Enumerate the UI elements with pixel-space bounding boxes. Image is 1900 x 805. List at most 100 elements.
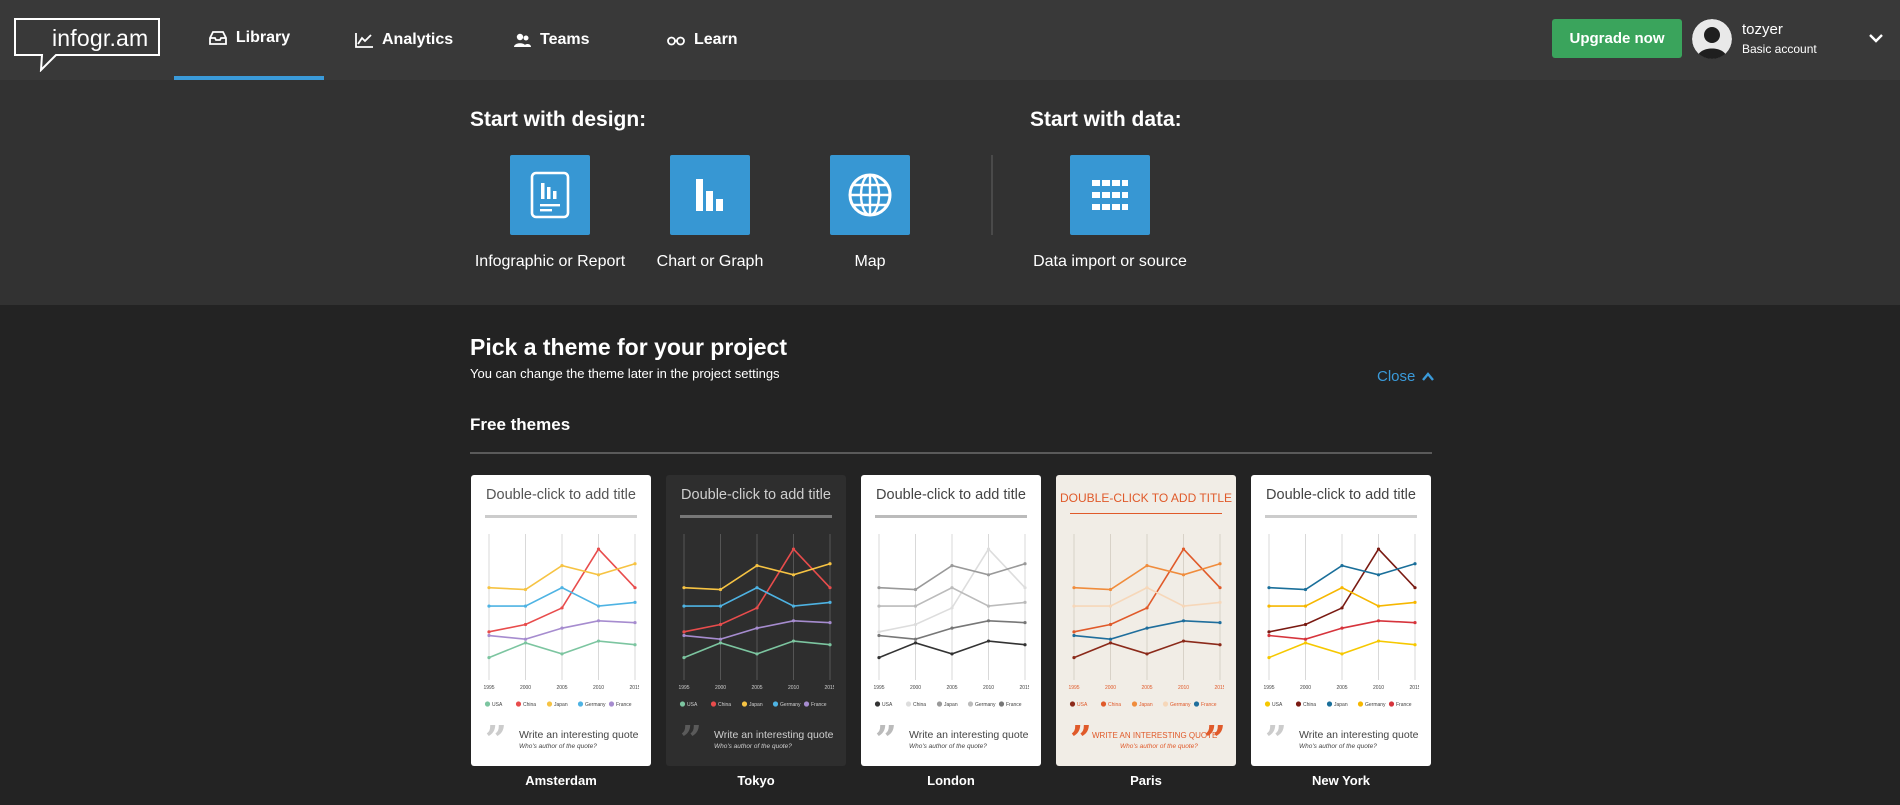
legend-label: Germany <box>1365 702 1386 708</box>
free-themes-heading: Free themes <box>470 415 571 434</box>
x-tick-label: 2010 <box>983 685 994 691</box>
learn-glasses-icon <box>667 36 685 46</box>
close-themes-link[interactable]: Close <box>1377 368 1435 385</box>
legend-swatch <box>1295 701 1302 707</box>
data-point <box>523 604 528 608</box>
data-point <box>1108 622 1113 627</box>
legend-swatch <box>1162 701 1169 707</box>
data-point <box>633 621 637 625</box>
data-point <box>718 622 723 627</box>
map-tile[interactable] <box>830 155 910 235</box>
data-point <box>1267 630 1271 634</box>
data-point <box>487 633 491 638</box>
x-tick-label: 2000 <box>910 685 921 691</box>
data-point <box>487 586 491 590</box>
data-point <box>828 643 832 647</box>
theme-card-paris[interactable]: DOUBLE-CLICK TO ADD TITLE 1995 2000 2005 201… <box>1056 475 1236 766</box>
data-point <box>487 604 491 608</box>
infogram-logo[interactable]: infogr.am <box>14 18 160 73</box>
data-point <box>1376 547 1381 551</box>
quote-mark-icon: ” <box>1070 717 1092 762</box>
legend-label: USA <box>1077 702 1088 708</box>
data-point <box>596 573 601 577</box>
quote-mark-icon: ” <box>1265 717 1287 762</box>
legend-label: China <box>718 702 731 708</box>
data-point <box>718 604 723 608</box>
data-point <box>523 641 528 645</box>
analytics-icon <box>355 33 373 48</box>
quote-mark-icon: ” <box>1204 717 1226 762</box>
legend-label: USA <box>1272 702 1283 708</box>
data-point <box>1267 656 1271 660</box>
card-line-chart: 1995 2000 2005 2010 2015 USA China Japan Germany… <box>1068 534 1224 708</box>
data-point <box>1218 600 1222 604</box>
infographic-report-tile[interactable] <box>510 155 590 235</box>
data-point <box>1376 604 1381 608</box>
legend-swatch <box>1100 701 1107 707</box>
data-point <box>1023 621 1027 625</box>
legend-swatch <box>484 701 491 707</box>
x-tick-label: 2015 <box>1214 685 1224 691</box>
data-point <box>1072 630 1076 634</box>
x-tick-label: 2015 <box>824 685 834 691</box>
nav-analytics[interactable]: Analytics <box>354 0 453 80</box>
data-point <box>682 586 686 590</box>
theme-card-london[interactable]: Double-click to add title 1995 2000 2005 201… <box>861 475 1041 766</box>
data-point <box>682 656 686 660</box>
pick-theme-subheading: You can change the theme later in the pr… <box>470 366 780 381</box>
data-point <box>950 586 954 590</box>
data-point <box>1218 621 1222 625</box>
logo-speech-bubble-icon <box>14 18 160 73</box>
legend-swatch <box>1193 701 1200 707</box>
nav-learn[interactable]: Learn <box>666 0 738 80</box>
data-point <box>1145 586 1149 590</box>
data-point <box>560 626 564 630</box>
data-point <box>1145 626 1149 630</box>
legend-label: China <box>913 702 926 708</box>
infographic-report-label: Infographic or Report <box>474 253 626 270</box>
data-point <box>1303 587 1308 592</box>
bar-chart-icon <box>696 179 723 211</box>
legend-swatch <box>577 701 584 707</box>
top-navigation-bar: infogr.am Library Analytics Teams Learn … <box>0 0 1900 80</box>
start-divider <box>991 155 993 235</box>
grid-icon <box>1092 180 1128 210</box>
card-quote-block: ” Write an interesting quote Who's author … <box>680 721 840 759</box>
chart-graph-tile[interactable] <box>670 155 750 235</box>
legend-label: USA <box>882 702 893 708</box>
close-label: Close <box>1377 368 1416 385</box>
quote-author: Who's author of the quote? <box>1120 743 1198 750</box>
data-point <box>1376 639 1381 643</box>
avatar-silhouette-icon <box>1692 19 1732 59</box>
legend-swatch <box>515 701 522 707</box>
data-point <box>1023 600 1027 604</box>
data-point <box>755 564 759 568</box>
theme-name-label: New York <box>1311 773 1371 788</box>
data-point <box>791 573 796 577</box>
data-point <box>1267 586 1271 590</box>
user-avatar[interactable] <box>1692 19 1732 59</box>
nav-learn-label: Learn <box>694 31 738 48</box>
x-tick-label: 2010 <box>1373 685 1384 691</box>
start-with-data-heading: Start with data: <box>1030 108 1182 131</box>
card-quote-block: ” Write an interesting quote Who's author … <box>1265 721 1425 759</box>
data-import-tile[interactable] <box>1070 155 1150 235</box>
theme-card-new-york[interactable]: Double-click to add title 1995 2000 2005 201… <box>1251 475 1431 766</box>
x-tick-label: 2015 <box>1019 685 1029 691</box>
nav-teams[interactable]: Teams <box>512 0 590 80</box>
chevron-down-icon[interactable] <box>1868 30 1884 46</box>
theme-card-tokyo[interactable]: Double-click to add title 1995 2000 2005 201… <box>666 475 846 766</box>
legend-label: France <box>616 702 632 708</box>
data-point <box>633 562 637 566</box>
legend-label: Germany <box>1170 702 1191 708</box>
upgrade-now-button[interactable]: Upgrade now <box>1552 19 1682 58</box>
account-plan: Basic account <box>1742 42 1817 56</box>
x-tick-label: 1995 <box>873 685 884 691</box>
data-point <box>913 637 918 641</box>
theme-card-amsterdam[interactable]: Double-click to add title 1995 2000 2005 201… <box>471 475 651 766</box>
nav-library[interactable]: Library <box>174 0 324 80</box>
data-point <box>755 626 759 630</box>
card-title: Double-click to add title <box>876 487 1026 503</box>
x-tick-label: 2005 <box>751 685 762 691</box>
x-tick-label: 1995 <box>1068 685 1079 691</box>
